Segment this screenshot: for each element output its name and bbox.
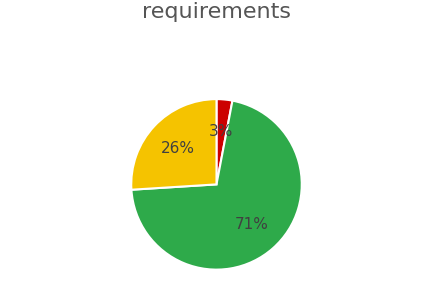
Text: 26%: 26% bbox=[161, 141, 195, 156]
Title: Percentage of met
requirements: Percentage of met requirements bbox=[114, 0, 319, 22]
Wedge shape bbox=[131, 101, 302, 270]
Text: 71%: 71% bbox=[235, 217, 268, 232]
Wedge shape bbox=[216, 99, 233, 184]
Text: 3%: 3% bbox=[209, 124, 234, 139]
Wedge shape bbox=[131, 99, 216, 190]
